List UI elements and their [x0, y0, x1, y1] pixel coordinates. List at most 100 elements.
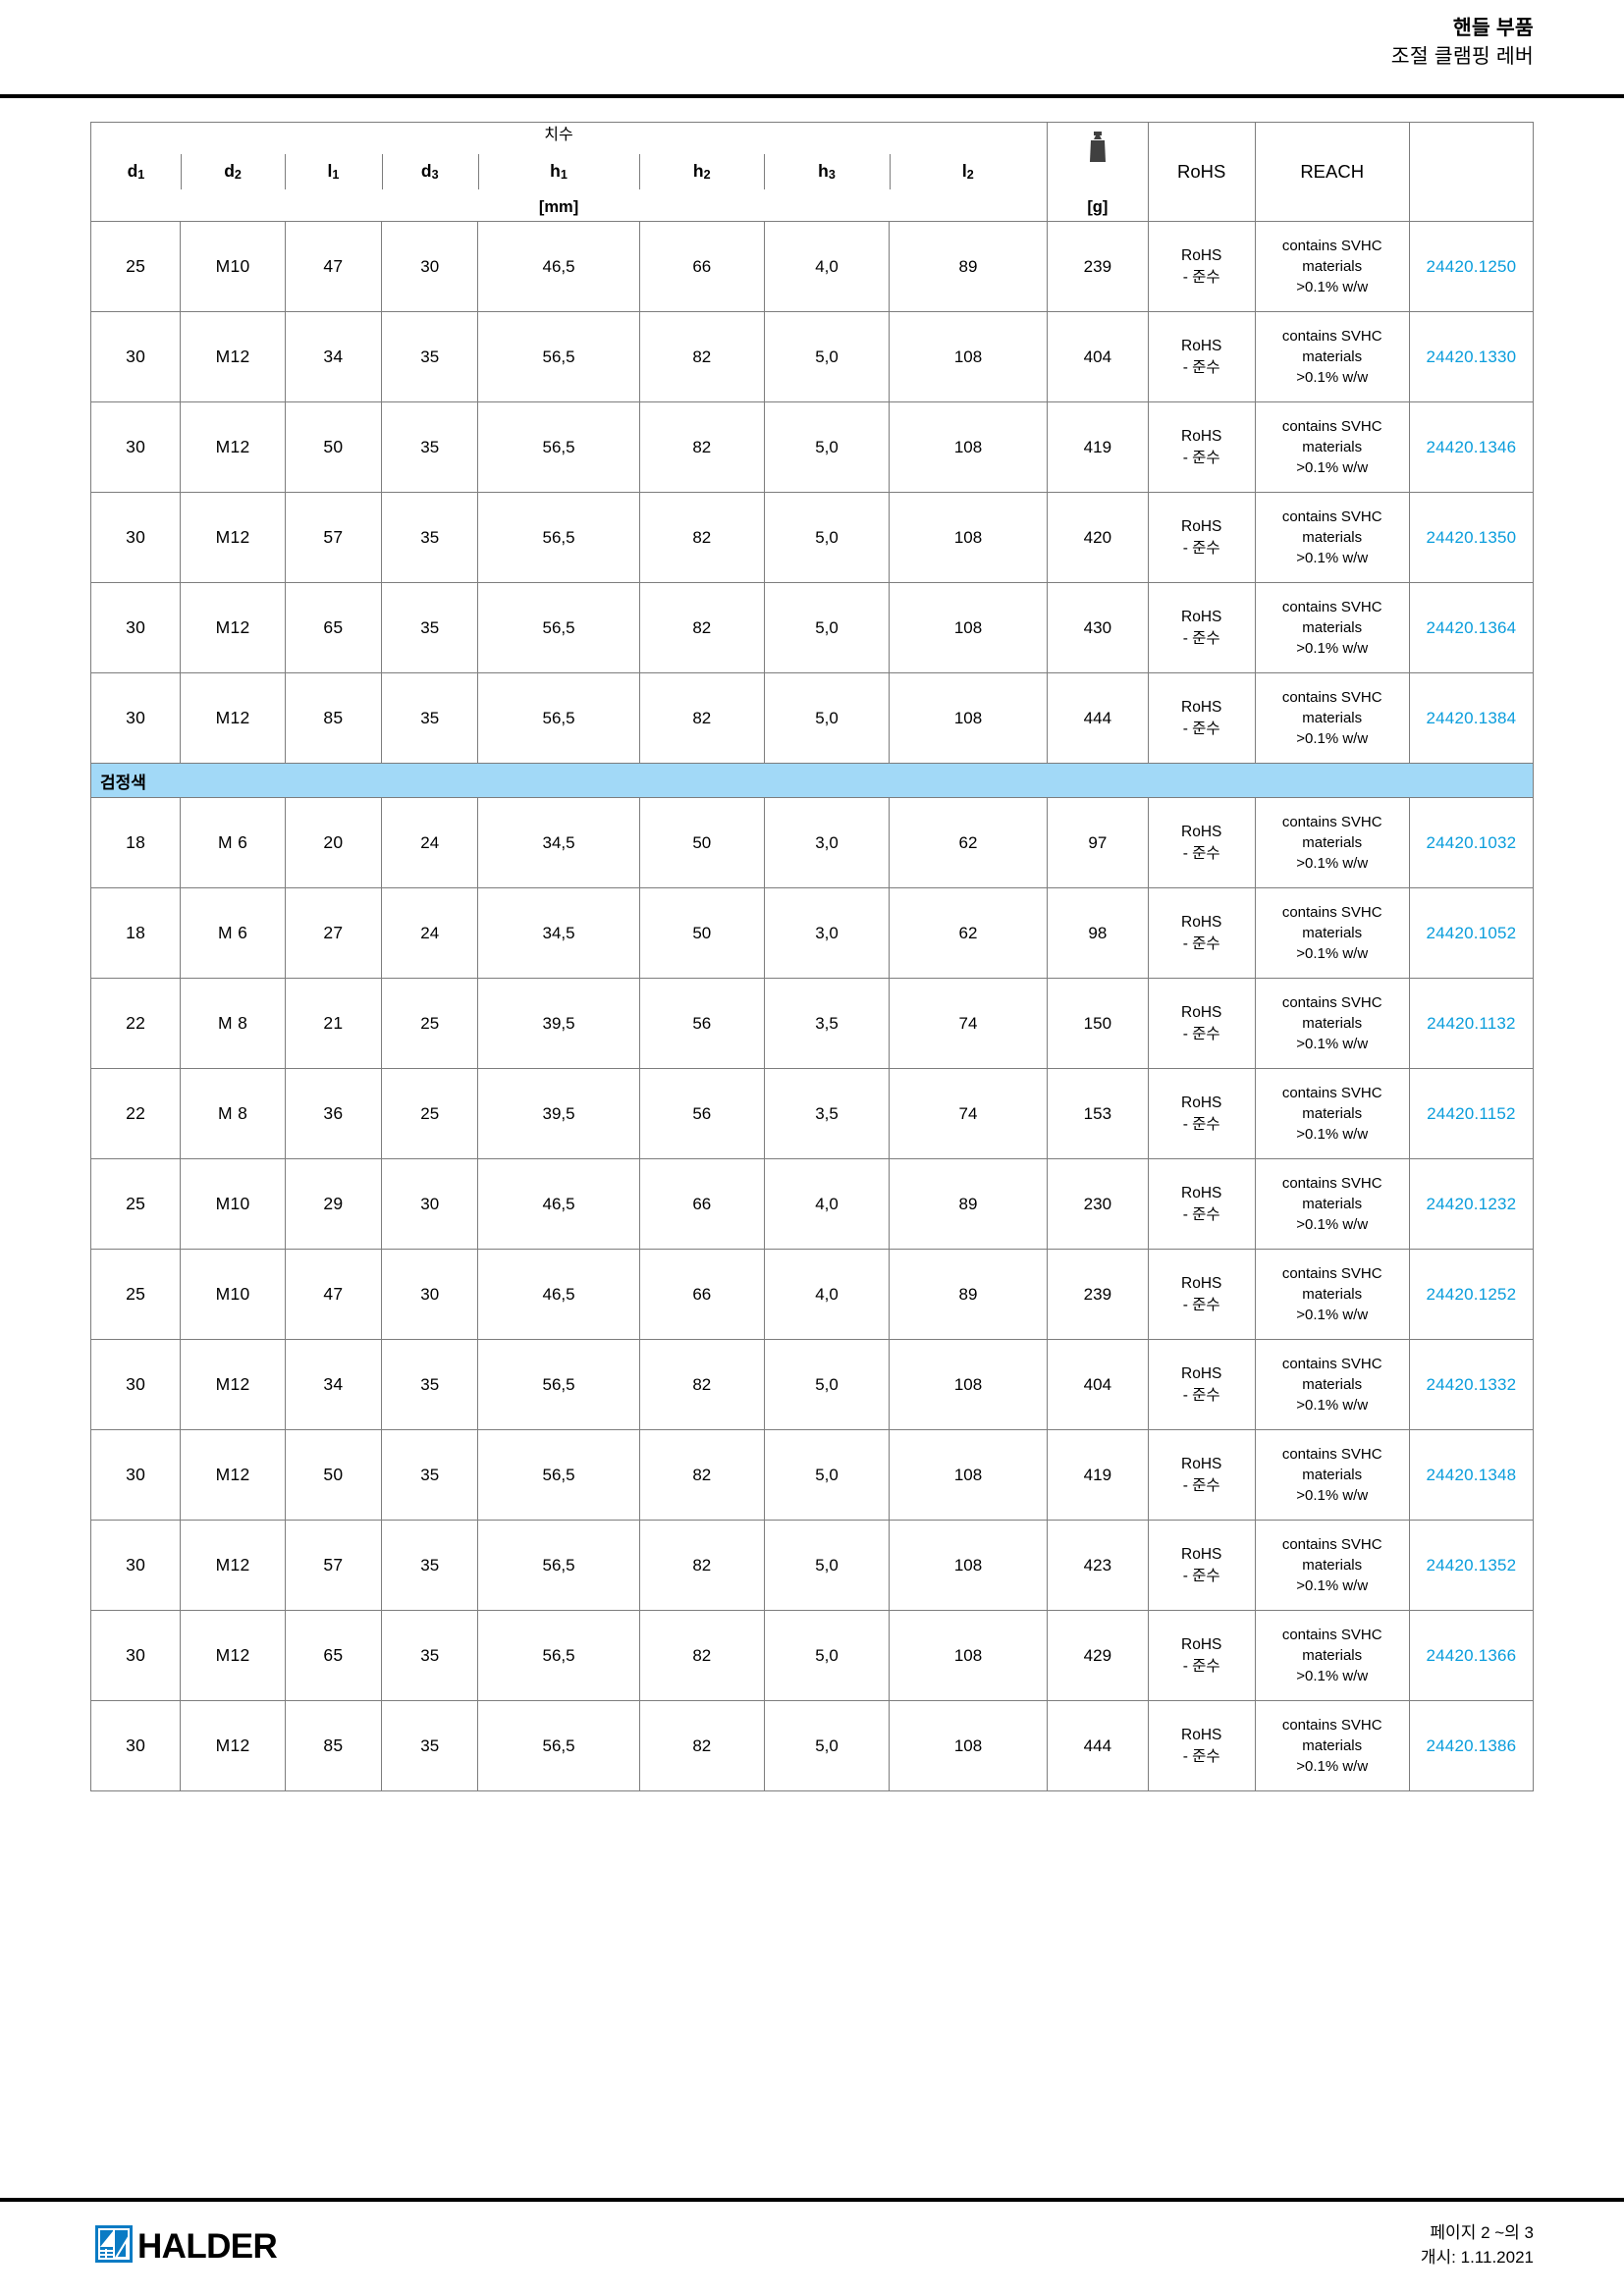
col-header-h1-sub: 1: [560, 167, 568, 182]
cell-weight: 430: [1046, 582, 1149, 673]
cell-h2: 56: [638, 978, 765, 1069]
header-title: 핸들 부품: [1452, 17, 1534, 39]
cell-part-number[interactable]: 24420.1346: [1408, 401, 1535, 493]
cell-rohs: RoHS - 준수: [1147, 1700, 1256, 1791]
cell-d1: 30: [89, 1610, 182, 1701]
cell-rohs-line: - 준수: [1182, 539, 1220, 557]
cell-part-number[interactable]: 24420.1232: [1408, 1158, 1535, 1250]
cell-d1: 25: [89, 1158, 182, 1250]
table-row: 18 M 6 20 24 34,5 50 3,0 62 97 RoHS - 준수 contains S…: [89, 797, 1535, 888]
cell-d1: 30: [89, 492, 182, 583]
cell-reach-line: contains SVHC: [1281, 507, 1382, 525]
cell-l2: 74: [889, 1068, 1048, 1159]
cell-rohs: RoHS - 준수: [1147, 672, 1256, 764]
cell-rohs-line: - 준수: [1182, 268, 1220, 286]
cell-part-number[interactable]: 24420.1250: [1408, 221, 1535, 312]
cell-l2: 108: [889, 1429, 1048, 1521]
cell-part-number[interactable]: 24420.1364: [1408, 582, 1535, 673]
cell-l2: 108: [889, 1610, 1048, 1701]
cell-reach: contains SVHC materials >0.1% w/w: [1254, 492, 1410, 583]
col-header-h2-label: h: [692, 161, 704, 182]
weight-unit-label: [g]: [1087, 197, 1109, 216]
table-row: 30 M12 34 35 56,5 82 5,0 108 404 RoHS - 준수 contains…: [89, 1339, 1535, 1430]
cell-d1: 22: [89, 978, 182, 1069]
cell-part-number[interactable]: 24420.1352: [1408, 1520, 1535, 1611]
cell-l2: 108: [889, 311, 1048, 402]
cell-reach: contains SVHC materials >0.1% w/w: [1254, 1068, 1410, 1159]
cell-reach-line: contains SVHC: [1281, 417, 1382, 435]
cell-d2: M12: [180, 1429, 286, 1521]
header-separator: [764, 154, 766, 189]
cell-weight: 419: [1046, 1429, 1149, 1521]
cell-part-number[interactable]: 24420.1052: [1408, 887, 1535, 979]
cell-part-number[interactable]: 24420.1350: [1408, 492, 1535, 583]
header-separator: [639, 154, 641, 189]
table-body: 25 M10 47 30 46,5 66 4,0 89 239 RoHS - 준수 contains …: [89, 221, 1535, 1791]
cell-part-number[interactable]: 24420.1252: [1408, 1249, 1535, 1340]
cell-rohs: RoHS - 준수: [1147, 797, 1256, 888]
cell-part-number[interactable]: 24420.1384: [1408, 672, 1535, 764]
cell-l2: 108: [889, 492, 1048, 583]
cell-reach: contains SVHC materials >0.1% w/w: [1254, 1520, 1410, 1611]
cell-rohs-line: - 준수: [1182, 1476, 1220, 1494]
col-header-d1-sub: 1: [137, 167, 145, 182]
dimensions-unit-label: [mm]: [538, 197, 579, 216]
cell-reach-line: materials: [1302, 1646, 1363, 1664]
cell-h3: 5,0: [763, 492, 891, 583]
cell-h2: 82: [638, 1429, 765, 1521]
cell-reach-line: materials: [1302, 1736, 1363, 1754]
cell-weight: 98: [1046, 887, 1149, 979]
cell-h2: 82: [638, 492, 765, 583]
cell-d1: 30: [89, 401, 182, 493]
cell-reach-line: >0.1% w/w: [1296, 1216, 1369, 1234]
cell-part-number[interactable]: 24420.1332: [1408, 1339, 1535, 1430]
cell-l2: 89: [889, 221, 1048, 312]
cell-part-number[interactable]: 24420.1032: [1408, 797, 1535, 888]
cell-part-number[interactable]: 24420.1348: [1408, 1429, 1535, 1521]
cell-part-number[interactable]: 24420.1366: [1408, 1610, 1535, 1701]
cell-h1: 34,5: [477, 887, 640, 979]
cell-d2: M 6: [180, 797, 286, 888]
cell-d3: 35: [381, 1429, 479, 1521]
cell-rohs: RoHS - 준수: [1147, 582, 1256, 673]
cell-reach-line: contains SVHC: [1281, 1355, 1382, 1372]
cell-l1: 47: [284, 221, 383, 312]
cell-reach: contains SVHC materials >0.1% w/w: [1254, 221, 1410, 312]
cell-h3: 5,0: [763, 311, 891, 402]
cell-l2: 89: [889, 1158, 1048, 1250]
cell-d3: 25: [381, 978, 479, 1069]
cell-l1: 57: [284, 492, 383, 583]
halder-logo: HALDER: [95, 2225, 278, 2268]
cell-reach-line: materials: [1302, 833, 1363, 851]
cell-l2: 62: [889, 797, 1048, 888]
cell-d2: M12: [180, 401, 286, 493]
cell-d2: M10: [180, 1158, 286, 1250]
col-header-d1-label: d: [127, 161, 138, 182]
cell-h3: 4,0: [763, 221, 891, 312]
cell-rohs-line: - 준수: [1182, 1747, 1220, 1765]
cell-h2: 66: [638, 221, 765, 312]
cell-h3: 3,0: [763, 797, 891, 888]
cell-part-number[interactable]: 24420.1386: [1408, 1700, 1535, 1791]
cell-reach-line: contains SVHC: [1281, 903, 1382, 921]
cell-h2: 66: [638, 1249, 765, 1340]
cell-d2: M12: [180, 1339, 286, 1430]
cell-reach-line: materials: [1302, 1014, 1363, 1032]
cell-d1: 30: [89, 1700, 182, 1791]
cell-reach-line: contains SVHC: [1281, 688, 1382, 706]
table-row: 30 M12 50 35 56,5 82 5,0 108 419 RoHS - 준수 contains…: [89, 401, 1535, 493]
cell-part-number[interactable]: 24420.1330: [1408, 311, 1535, 402]
cell-h2: 56: [638, 1068, 765, 1159]
cell-weight: 423: [1046, 1520, 1149, 1611]
footer-page-label: 페이지 2 ~의 3: [1430, 2223, 1534, 2242]
cell-part-number[interactable]: 24420.1132: [1408, 978, 1535, 1069]
cell-rohs-line: - 준수: [1182, 1386, 1220, 1404]
col-header-l2-sub: 2: [966, 167, 974, 182]
cell-part-number[interactable]: 24420.1152: [1408, 1068, 1535, 1159]
cell-h2: 50: [638, 797, 765, 888]
cell-weight: 404: [1046, 311, 1149, 402]
cell-rohs-line: RoHS: [1181, 914, 1222, 932]
cell-reach-line: contains SVHC: [1281, 327, 1382, 345]
